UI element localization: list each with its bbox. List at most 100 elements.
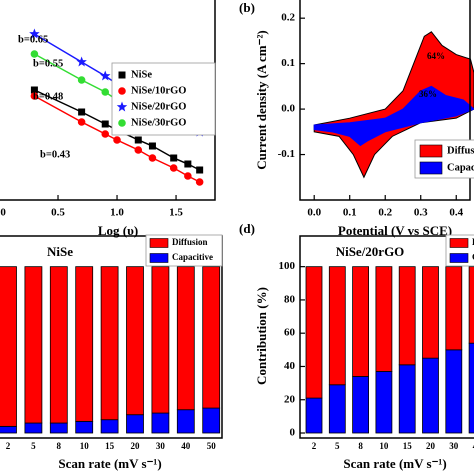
marker — [148, 142, 156, 150]
legend-label: Capacitive — [172, 252, 213, 262]
x-tick-label: 1.5 — [169, 207, 183, 219]
x-axis-label: Potential (V vs SCE) — [338, 223, 452, 238]
y-axis-label: Contribution (%) — [254, 287, 269, 385]
bar-segment — [468, 342, 474, 434]
bar-segment — [352, 266, 370, 377]
bar-segment — [468, 266, 474, 344]
bar-segment — [202, 266, 221, 409]
x-axis-label: Log (υ) — [98, 223, 138, 238]
bar-segment — [328, 266, 346, 386]
x-tick-label: 40 — [181, 441, 191, 451]
x-tick-label: 5 — [31, 441, 36, 451]
marker — [76, 56, 87, 67]
x-tick-label: 0.0 — [0, 207, 6, 219]
panel-label: (d) — [239, 221, 255, 236]
marker — [169, 164, 178, 172]
marker — [30, 92, 39, 100]
y-tick-label: 0 — [290, 427, 296, 439]
legend-label: NiSe — [131, 69, 152, 80]
bar-segment — [305, 266, 323, 399]
x-tick-label: 10 — [379, 441, 389, 451]
marker — [29, 28, 40, 39]
y-tick-label: 100 — [279, 260, 296, 272]
panel-title: NiSe/20rGO — [336, 244, 405, 259]
marker — [101, 130, 110, 138]
x-axis-label: Scan rate (mV s⁻¹) — [58, 456, 161, 471]
y-tick-label: 0.2 — [281, 12, 295, 24]
panel-label: (b) — [239, 0, 255, 15]
marker — [134, 136, 142, 144]
y-tick-label: 20 — [284, 393, 296, 405]
plot-frame — [0, 235, 223, 439]
bar-segment — [49, 266, 68, 424]
y-tick-label: -0.1 — [278, 148, 295, 160]
x-tick-label: 0.2 — [378, 207, 392, 219]
bar-segment — [398, 266, 416, 366]
bar-segment — [202, 407, 221, 434]
bar-segment — [352, 376, 370, 434]
x-tick-label: 0.1 — [343, 207, 357, 219]
marker — [77, 118, 86, 126]
x-tick-label: 15 — [403, 441, 413, 451]
x-tick-label: 0.3 — [414, 207, 428, 219]
legend-label: Capacitive — [447, 162, 474, 173]
annotation: b=0.43 — [40, 149, 70, 160]
panel-title: NiSe — [47, 244, 73, 259]
annotation: b=0.55 — [33, 58, 63, 69]
x-tick-label: 10 — [80, 441, 90, 451]
marker — [77, 76, 86, 84]
marker — [148, 154, 157, 162]
marker — [196, 166, 204, 174]
bar-segment — [126, 266, 144, 416]
y-axis-label: Current density (A cm⁻²) — [254, 30, 269, 169]
bar-segment — [375, 371, 393, 434]
annotation: b=0.48 — [33, 91, 63, 102]
bar-segment — [126, 414, 144, 434]
bar-segment — [445, 266, 463, 351]
x-tick-label: 2 — [312, 441, 317, 451]
y-tick-label: 60 — [284, 327, 296, 339]
cv-area — [313, 31, 474, 179]
bar-segment — [151, 412, 170, 434]
marker — [113, 136, 121, 144]
x-tick-label: 0.4 — [449, 207, 463, 219]
marker — [195, 178, 204, 186]
bar-segment — [422, 357, 439, 434]
cv-area — [313, 85, 474, 147]
bar-segment — [100, 266, 119, 421]
marker — [134, 146, 143, 154]
y-tick-label: 40 — [284, 360, 296, 372]
marker — [78, 108, 86, 116]
x-tick-label: 40 — [473, 441, 474, 451]
legend-label: Diffusion — [172, 237, 208, 247]
bar-segment — [100, 419, 119, 434]
legend-swatch — [449, 253, 469, 263]
marker — [116, 101, 128, 112]
bar-segment — [422, 266, 439, 359]
annotation: b=0.65 — [18, 34, 48, 45]
x-tick-label: 20 — [131, 441, 141, 451]
marker — [101, 120, 109, 128]
x-axis-label: Scan rate (mV s⁻¹) — [343, 456, 446, 471]
marker — [170, 154, 178, 162]
x-tick-label: 8 — [358, 441, 363, 451]
bar-segment — [398, 364, 416, 434]
marker — [30, 50, 39, 58]
x-tick-label: 30 — [156, 441, 166, 451]
bar-segment — [0, 425, 17, 434]
marker — [184, 172, 192, 180]
bar-segment — [24, 266, 43, 424]
legend-swatch — [419, 144, 443, 158]
legend-label: Diffusion — [447, 145, 474, 156]
marker — [30, 86, 38, 94]
annotation: 64% — [427, 51, 445, 61]
bar-segment — [75, 420, 94, 434]
x-tick-label: 20 — [426, 441, 436, 451]
legend-swatch — [449, 238, 469, 248]
bar-segment — [0, 266, 17, 427]
marker — [184, 160, 192, 168]
x-tick-label: 0.5 — [51, 207, 65, 219]
marker — [100, 70, 111, 81]
legend-swatch — [419, 161, 443, 175]
